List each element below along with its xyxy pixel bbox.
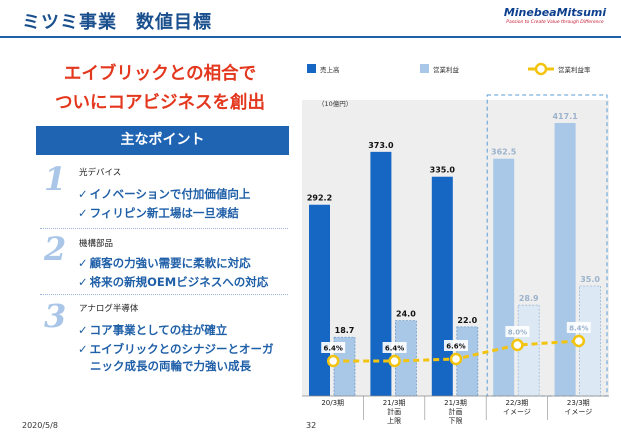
legend-marker <box>534 62 548 76</box>
margin-value-label: 6.4% <box>323 345 342 353</box>
check-icon: ✓ <box>78 256 88 270</box>
company-logo: MinebeaMitsumi Passion to Create Value t… <box>497 6 613 25</box>
page-number: 32 <box>306 421 317 430</box>
header-divider <box>0 36 621 38</box>
sales-value-label: 362.5 <box>491 148 517 157</box>
check-icon: ✓ <box>78 342 88 356</box>
point-item-text: 顧客の力強い需要に柔軟に対応 <box>89 256 251 270</box>
category-label: イメージ <box>503 408 531 416</box>
margin-label-bg <box>321 342 346 353</box>
margin-point <box>388 354 401 368</box>
section-divider <box>40 294 288 295</box>
margin-label-bg <box>566 322 591 333</box>
point-item-text: フィリピン新工場は一旦凍結 <box>89 206 239 220</box>
legend-swatch-1 <box>307 64 316 73</box>
logo-tagline: Passion to Create Value through Differen… <box>506 20 604 25</box>
point-item-continuation: ニック成長の両輪で力強い成長 <box>90 359 251 373</box>
point-item-text: エイブリックとのシナジーとオーガ <box>89 342 274 356</box>
check-icon: ✓ <box>78 187 88 201</box>
footer-date: 2020/5/8 <box>22 421 58 430</box>
category-label: 21/3期 <box>444 399 467 407</box>
margin-value-label: 8.4% <box>569 325 588 333</box>
point-item: ✓ フィリピン新工場は一旦凍結 <box>78 205 239 221</box>
category-label: 22/3期 <box>506 399 529 407</box>
point-number-2: 2 <box>44 230 67 268</box>
legend-label-1: 売上高 <box>320 65 340 74</box>
point-item: ✓ 顧客の力強い需要に柔軟に対応 <box>78 255 251 271</box>
margin-label-bg <box>382 342 407 353</box>
logo-name: MinebeaMitsumi <box>503 6 607 19</box>
profit-value-label: 22.0 <box>457 316 477 325</box>
point-number-3: 3 <box>44 297 67 335</box>
profit-value-label: 24.0 <box>396 310 416 319</box>
headline-line-2: ついにコアビジネスを創出 <box>55 93 265 113</box>
point-item: ✓ コア事業としての柱が確立 <box>78 322 227 338</box>
profit-bar <box>517 304 540 397</box>
key-points-header: 主なポイント <box>36 126 289 155</box>
page-title: ミツミ事業 数値目標 <box>22 12 212 33</box>
category-label: 計画 <box>387 407 401 416</box>
point-item-text: 将来の新規OEMビジネスへの対応 <box>89 275 269 289</box>
margin-value-label: 8.0% <box>508 329 527 337</box>
profit-value-label: 28.9 <box>519 294 539 303</box>
projection-frame <box>486 94 608 397</box>
category-label: 計画 <box>449 407 463 416</box>
margin-value-label: 6.6% <box>446 343 465 351</box>
point-title-3: アナログ半導体 <box>79 304 139 314</box>
sales-bar <box>370 151 392 396</box>
check-icon: ✓ <box>78 323 88 337</box>
check-icon: ✓ <box>78 206 88 220</box>
sales-value-label: 417.1 <box>552 112 578 121</box>
sales-bar <box>554 122 576 397</box>
legend-swatch-2 <box>420 64 429 73</box>
sales-value-label: 373.0 <box>368 141 394 150</box>
category-label: 23/3期 <box>567 399 590 407</box>
point-title-1: 光デバイス <box>79 168 122 178</box>
point-number-1: 1 <box>44 160 67 198</box>
sales-value-label: 292.2 <box>307 194 332 203</box>
margin-point <box>511 338 524 352</box>
point-title-2: 機構部品 <box>79 239 114 249</box>
margin-label-bg <box>444 340 468 351</box>
margin-point <box>326 354 340 368</box>
category-label: 20/3期 <box>321 399 344 407</box>
check-icon: ✓ <box>78 275 88 289</box>
point-item-text: コア事業としての柱が確立 <box>89 323 228 337</box>
point-item-text: イノベーションで付加価値向上 <box>89 187 251 201</box>
margin-value-label: 6.4% <box>385 345 404 353</box>
sales-value-label: 335.0 <box>430 166 456 175</box>
headline-line-1: エイブリックとの相合で <box>63 64 257 84</box>
margin-point <box>572 334 586 348</box>
profit-value-label: 35.0 <box>580 275 600 284</box>
profit-value-label: 18.7 <box>335 326 355 335</box>
unit-label: （10億円） <box>318 99 352 108</box>
category-label: イメージ <box>564 408 592 416</box>
legend-label-3: 営業利益率 <box>558 65 591 74</box>
margin-point <box>449 352 463 366</box>
section-divider <box>40 228 288 229</box>
legend-label-2: 営業利益 <box>433 65 460 74</box>
point-item: ✓ エイブリックとのシナジーとオーガ <box>78 341 274 357</box>
sales-bar <box>431 176 453 396</box>
sales-bar <box>493 158 515 396</box>
category-label: 21/3期 <box>383 399 406 407</box>
category-label: 上限 <box>387 416 401 425</box>
sales-bar <box>309 204 330 396</box>
category-label: 下限 <box>449 416 463 425</box>
point-item: ✓ イノベーションで付加価値向上 <box>78 186 250 202</box>
margin-label-bg <box>505 326 530 337</box>
point-item: ✓ 将来の新規OEMビジネスへの対応 <box>78 274 268 290</box>
